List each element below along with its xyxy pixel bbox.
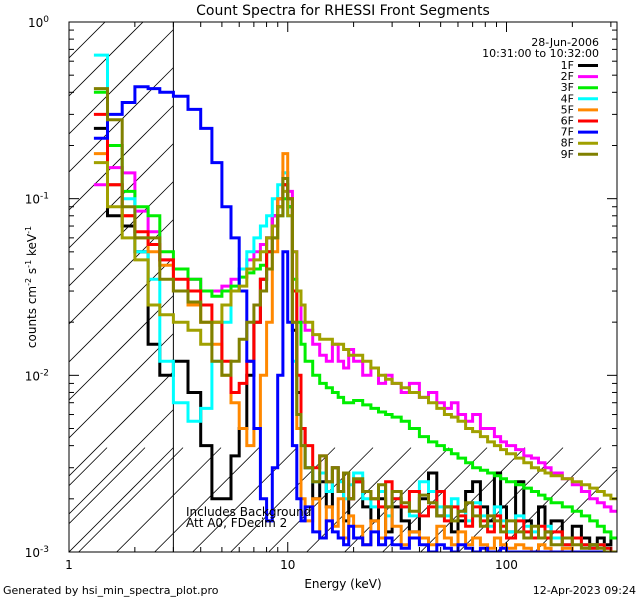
legend-label-7f: 7F bbox=[561, 126, 574, 139]
legend-label-3f: 3F bbox=[561, 81, 574, 94]
x-tick-label: 100 bbox=[495, 558, 518, 572]
hatch-line bbox=[69, 447, 146, 525]
axis-layer: 1 10 100 100 10-1 10-2 10-3 bbox=[25, 15, 617, 572]
hatch-line bbox=[69, 371, 174, 477]
series-line-3f bbox=[93, 90, 617, 540]
series-line-9f bbox=[93, 87, 617, 552]
legend-label-1f: 1F bbox=[561, 59, 574, 72]
footer-generated-by: Generated by hsi_min_spectra_plot.pro bbox=[3, 584, 219, 597]
hatch-line bbox=[69, 447, 174, 552]
legend-label-9f: 9F bbox=[561, 148, 574, 161]
y-axis-label: counts cm-2 s-1 keV-1 bbox=[24, 226, 39, 348]
series-line-2f bbox=[93, 166, 617, 513]
hatch-line bbox=[154, 447, 260, 552]
legend-label-4f: 4F bbox=[561, 92, 574, 105]
note-attenuator: Att A0, FDecim 2 bbox=[186, 516, 287, 530]
chart-title: Count Spectra for RHESSI Front Segments bbox=[196, 3, 490, 19]
x-tick-label: 1 bbox=[65, 558, 73, 572]
y-tick-label: 100 bbox=[28, 15, 49, 30]
y-axis-label-base: counts cm bbox=[25, 286, 39, 348]
hatch-line bbox=[230, 447, 336, 552]
y-tick-label: 10-1 bbox=[25, 192, 49, 207]
legend-label-2f: 2F bbox=[561, 70, 574, 83]
series-line-7f bbox=[93, 85, 617, 552]
note-background: Includes Background bbox=[186, 505, 311, 519]
y-axis-label-mid2: keV bbox=[25, 233, 39, 260]
y-axis-label-exp3: -1 bbox=[24, 226, 33, 234]
hatch-line bbox=[69, 29, 174, 135]
series-line-8f bbox=[93, 161, 617, 501]
hatch-line bbox=[192, 447, 298, 552]
plot-frame bbox=[68, 21, 618, 553]
y-axis-label-exp1: -2 bbox=[24, 278, 33, 286]
hatch-line bbox=[69, 22, 144, 97]
y-axis-label-mid1: s bbox=[25, 268, 39, 278]
footer-timestamp: 12-Apr-2023 09:24 bbox=[533, 584, 636, 597]
hatch-line bbox=[116, 447, 222, 552]
legend-label-6f: 6F bbox=[561, 115, 574, 128]
legend-label-8f: 8F bbox=[561, 137, 574, 150]
hatch-line bbox=[306, 447, 412, 552]
hatch-line bbox=[69, 295, 174, 401]
y-tick-label: 10-2 bbox=[25, 368, 49, 383]
hatch-line bbox=[69, 333, 174, 439]
date-label: 28-Jun-2006 bbox=[531, 36, 599, 49]
series-layer bbox=[93, 53, 617, 552]
hatch-line bbox=[69, 409, 174, 515]
y-axis-label-exp2: -1 bbox=[24, 260, 33, 268]
hatch-line bbox=[69, 447, 108, 487]
x-tick-label: 10 bbox=[280, 558, 295, 572]
hatch-line bbox=[69, 22, 106, 59]
x-axis-label: Energy (keV) bbox=[304, 577, 381, 591]
time-range-label: 10:31:00 to 10:32:00 bbox=[482, 47, 599, 60]
hatch-line bbox=[69, 257, 174, 363]
legend-label-5f: 5F bbox=[561, 103, 574, 116]
hatch-line bbox=[78, 447, 184, 552]
y-tick-label: 10-3 bbox=[25, 545, 49, 560]
